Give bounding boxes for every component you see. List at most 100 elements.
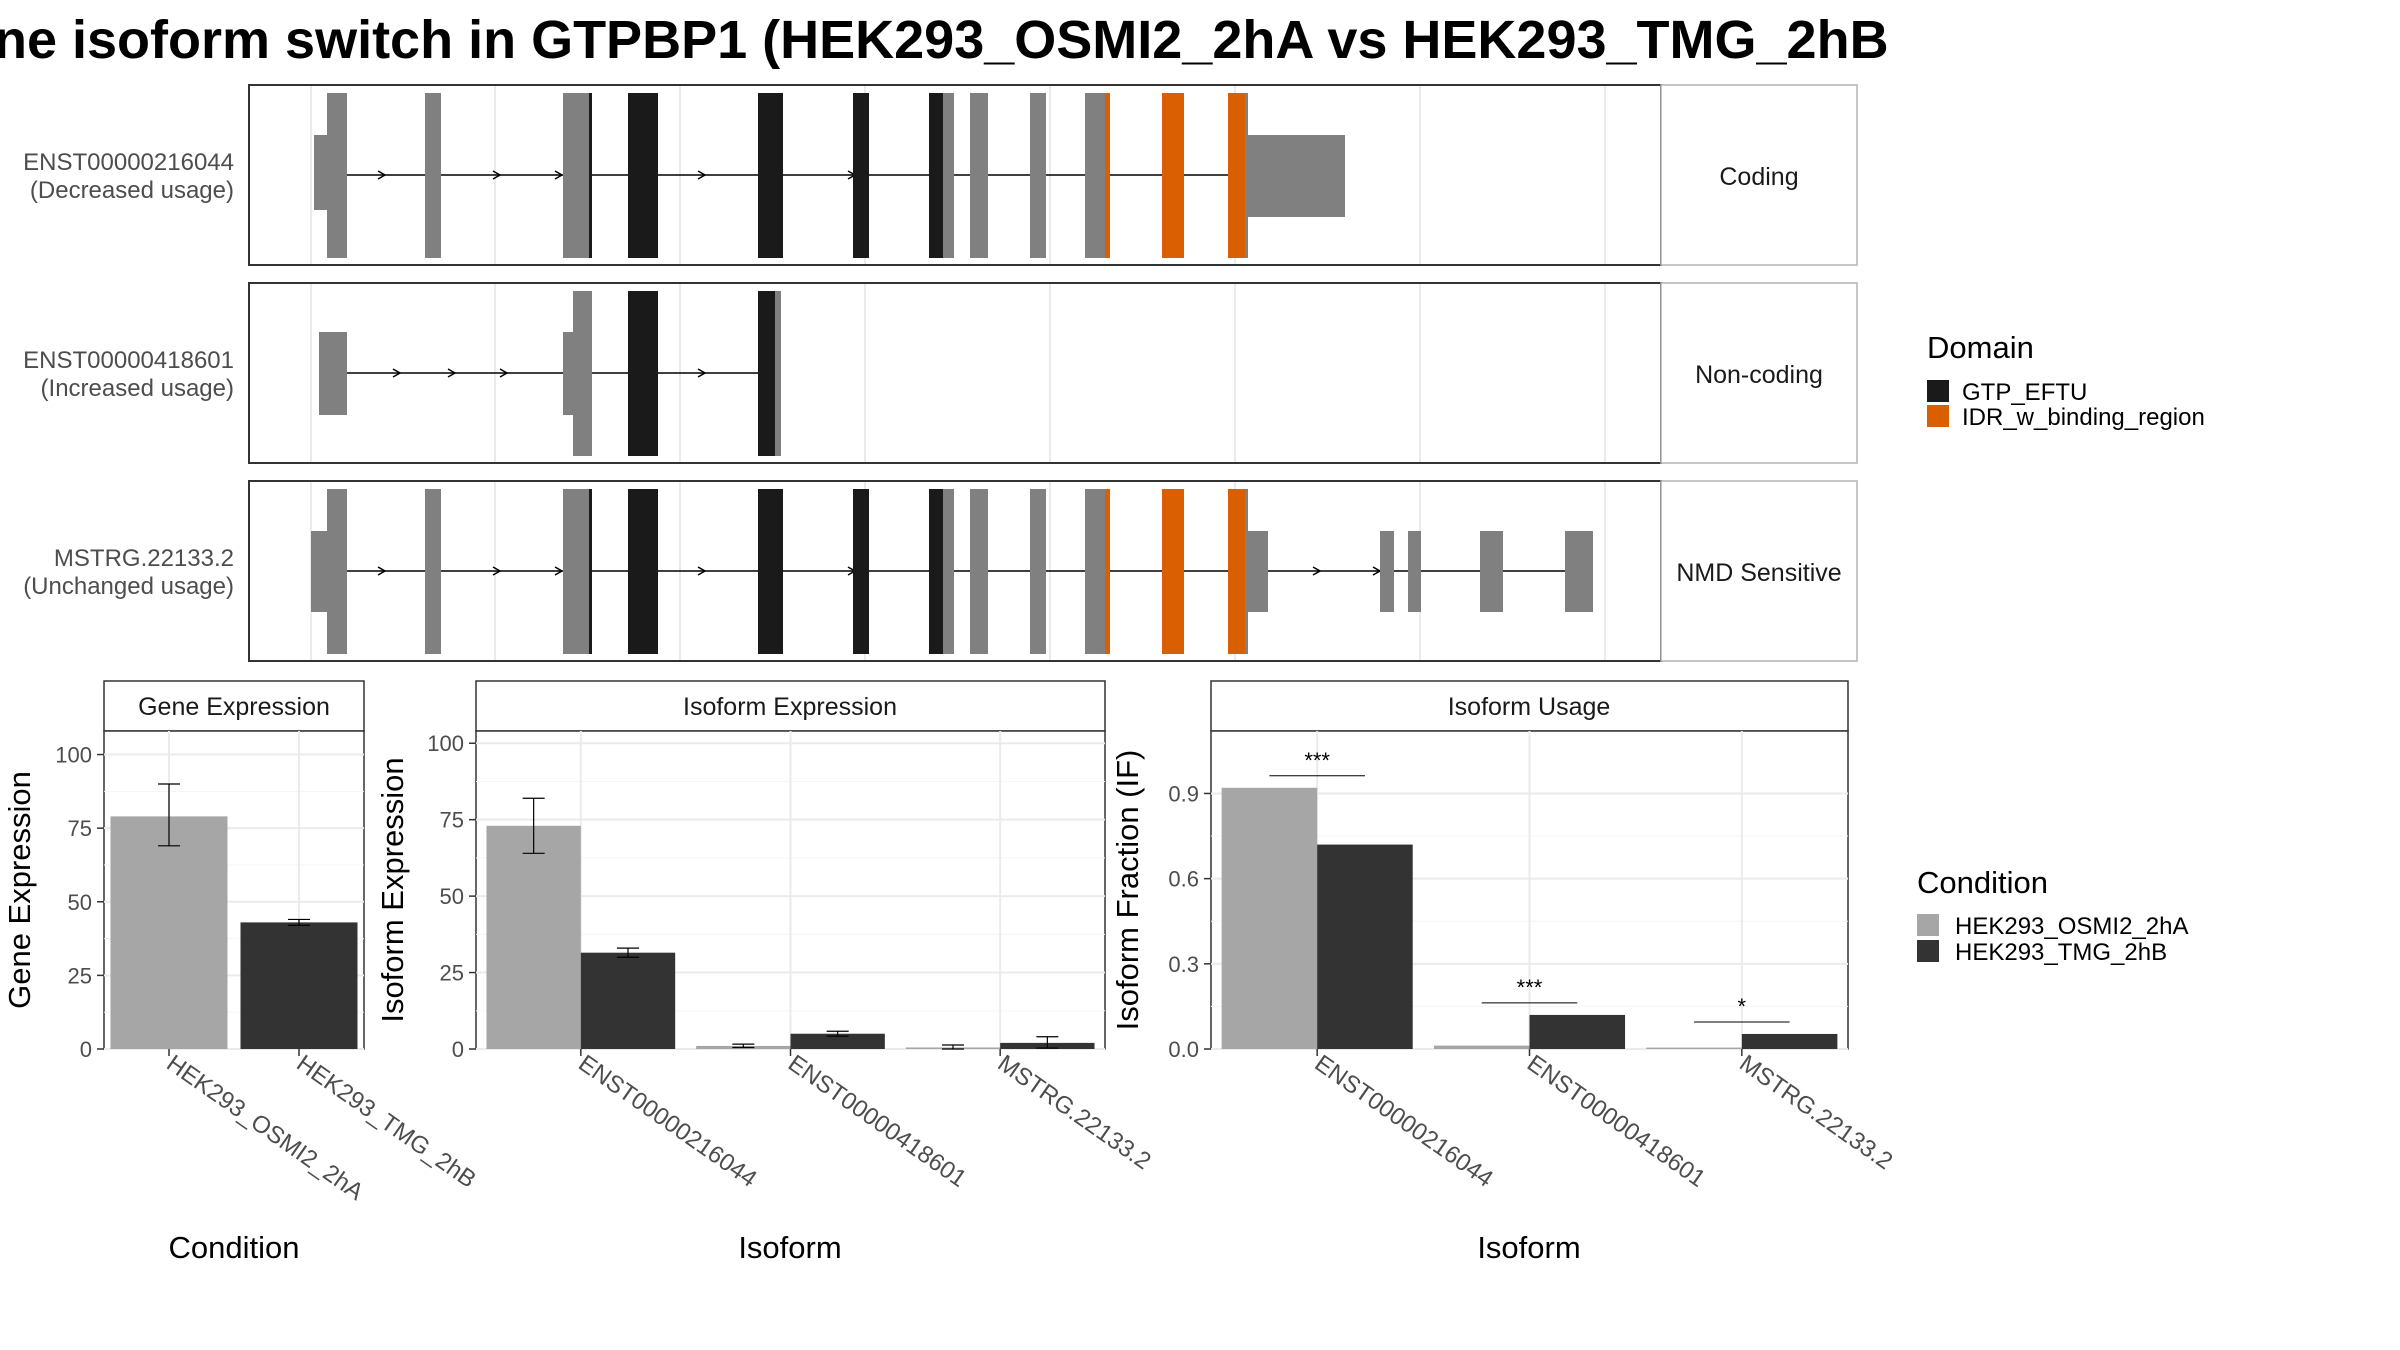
y-axis-title: Isoform Fraction (IF) — [1110, 750, 1145, 1031]
exon — [1248, 531, 1268, 612]
y-tick-label: 100 — [427, 731, 464, 756]
x-tick-label: MSTRG.22133.2 — [1734, 1050, 1897, 1175]
x-tick-label: MSTRG.22133.2 — [993, 1050, 1156, 1175]
y-tick-label: 0.0 — [1168, 1037, 1199, 1062]
domain-legend: Domain GTP_EFTU IDR_w_binding_region — [1927, 330, 2205, 431]
transcript-structure — [311, 489, 1593, 654]
exon — [1408, 531, 1421, 612]
facet-strip — [1660, 84, 1858, 266]
exon-gtp-eftu — [758, 291, 775, 456]
exon — [1030, 489, 1046, 654]
transcript-id-label: ENST00000216044 — [23, 149, 234, 176]
legend-swatch-osmi2 — [1917, 914, 1939, 936]
direction-arrow — [392, 368, 402, 378]
exon — [327, 93, 347, 258]
x-axis-title: Condition — [169, 1230, 300, 1265]
facet-strip — [103, 680, 365, 732]
transcript-usage-label: (Decreased usage) — [30, 177, 234, 204]
bar — [1317, 844, 1413, 1049]
facet-strip — [1660, 480, 1858, 662]
facet-strip — [1210, 680, 1849, 732]
exon-idr — [1162, 489, 1184, 654]
y-tick-label: 100 — [55, 743, 92, 768]
figure-title: ne isoform switch in GTPBP1 (HEK293_OSMI… — [0, 10, 1889, 70]
bar — [1221, 787, 1318, 1049]
legend-swatch-tmg — [1917, 940, 1939, 962]
y-axis-ticks: 0 25 50 75 100 — [55, 743, 104, 1062]
exon — [425, 93, 441, 258]
exon-gtp-eftu — [628, 93, 658, 258]
x-tick-label: ENST00000418601 — [783, 1050, 971, 1193]
bars — [486, 797, 1095, 1050]
legend-label-idr: IDR_w_binding_region — [1962, 404, 2205, 431]
transcript-usage-label: (Unchanged usage) — [23, 573, 234, 600]
direction-arrow — [492, 170, 502, 180]
legend-label-osmi2: HEK293_OSMI2_2hA — [1955, 913, 2188, 940]
y-tick-label: 0.9 — [1168, 781, 1199, 806]
exon — [327, 489, 347, 654]
direction-arrow — [447, 368, 457, 378]
bar — [240, 922, 358, 1049]
domain-legend-title: Domain — [1927, 330, 2034, 365]
transcript-structure — [319, 291, 781, 456]
y-tick-label: 0 — [452, 1037, 464, 1062]
direction-arrow — [377, 566, 387, 576]
x-axis-title: Isoform — [738, 1230, 841, 1265]
facet-strip-label: Coding — [1719, 163, 1798, 191]
significance-label: *** — [1517, 975, 1543, 1000]
exon — [1030, 93, 1046, 258]
y-axis-title: Isoform Expression — [375, 757, 410, 1022]
exon — [775, 291, 781, 456]
exon — [1480, 531, 1503, 612]
bar — [1741, 1033, 1838, 1049]
transcript-panels: ENST00000216044 (Decreased usage) Coding… — [23, 84, 1858, 662]
y-tick-label: 25 — [68, 963, 92, 988]
condition-legend: Condition HEK293_OSMI2_2hA HEK293_TMG_2h… — [1917, 865, 2188, 966]
exon-gtp-eftu — [758, 489, 783, 654]
direction-arrow — [492, 566, 502, 576]
legend-swatch-gtp-eftu — [1927, 380, 1949, 402]
exon — [970, 489, 988, 654]
exon-gtp-eftu — [853, 489, 869, 654]
x-axis-ticks: ENST00000216044 ENST00000418601 MSTRG.2213… — [1310, 1049, 1897, 1193]
direction-arrow — [554, 170, 564, 180]
transcript-structure — [314, 93, 1345, 258]
direction-arrow — [499, 368, 509, 378]
exon — [1245, 93, 1248, 258]
bar — [110, 816, 228, 1049]
direction-arrow — [697, 368, 707, 378]
facet-strip-label: NMD Sensitive — [1676, 559, 1841, 587]
direction-arrow — [1312, 566, 1322, 576]
x-axis-title: Isoform — [1477, 1230, 1580, 1265]
exon-gtp-eftu — [853, 93, 869, 258]
direction-arrow — [554, 566, 564, 576]
y-tick-label: 50 — [68, 890, 92, 915]
facet-strip — [475, 680, 1106, 732]
y-tick-label: 50 — [440, 884, 464, 909]
y-tick-label: 0.3 — [1168, 952, 1199, 977]
exon — [970, 93, 988, 258]
exon-gtp-eftu — [628, 489, 658, 654]
x-axis-ticks: ENST00000216044 ENST00000418601 MSTRG.2213… — [573, 1049, 1156, 1193]
legend-swatch-idr — [1927, 405, 1949, 427]
facet-strip-label: Isoform Usage — [1448, 693, 1611, 721]
exon — [319, 332, 347, 415]
direction-arrow — [377, 170, 387, 180]
legend-label-gtp-eftu: GTP_EFTU — [1962, 379, 2087, 406]
exon — [563, 93, 589, 258]
bars: ******* — [1221, 748, 1838, 1049]
exon — [943, 489, 954, 654]
condition-legend-title: Condition — [1917, 865, 2048, 900]
exon-gtp-eftu — [628, 291, 658, 456]
exon-gtp-eftu — [589, 489, 592, 654]
exon-idr — [1105, 93, 1110, 258]
x-tick-label: ENST00000216044 — [573, 1050, 761, 1193]
exon — [1248, 135, 1345, 217]
exon — [311, 531, 327, 612]
direction-arrow — [697, 566, 707, 576]
exon — [563, 489, 589, 654]
transcript-id-label: MSTRG.22133.2 — [54, 545, 234, 572]
bar — [790, 1033, 885, 1049]
